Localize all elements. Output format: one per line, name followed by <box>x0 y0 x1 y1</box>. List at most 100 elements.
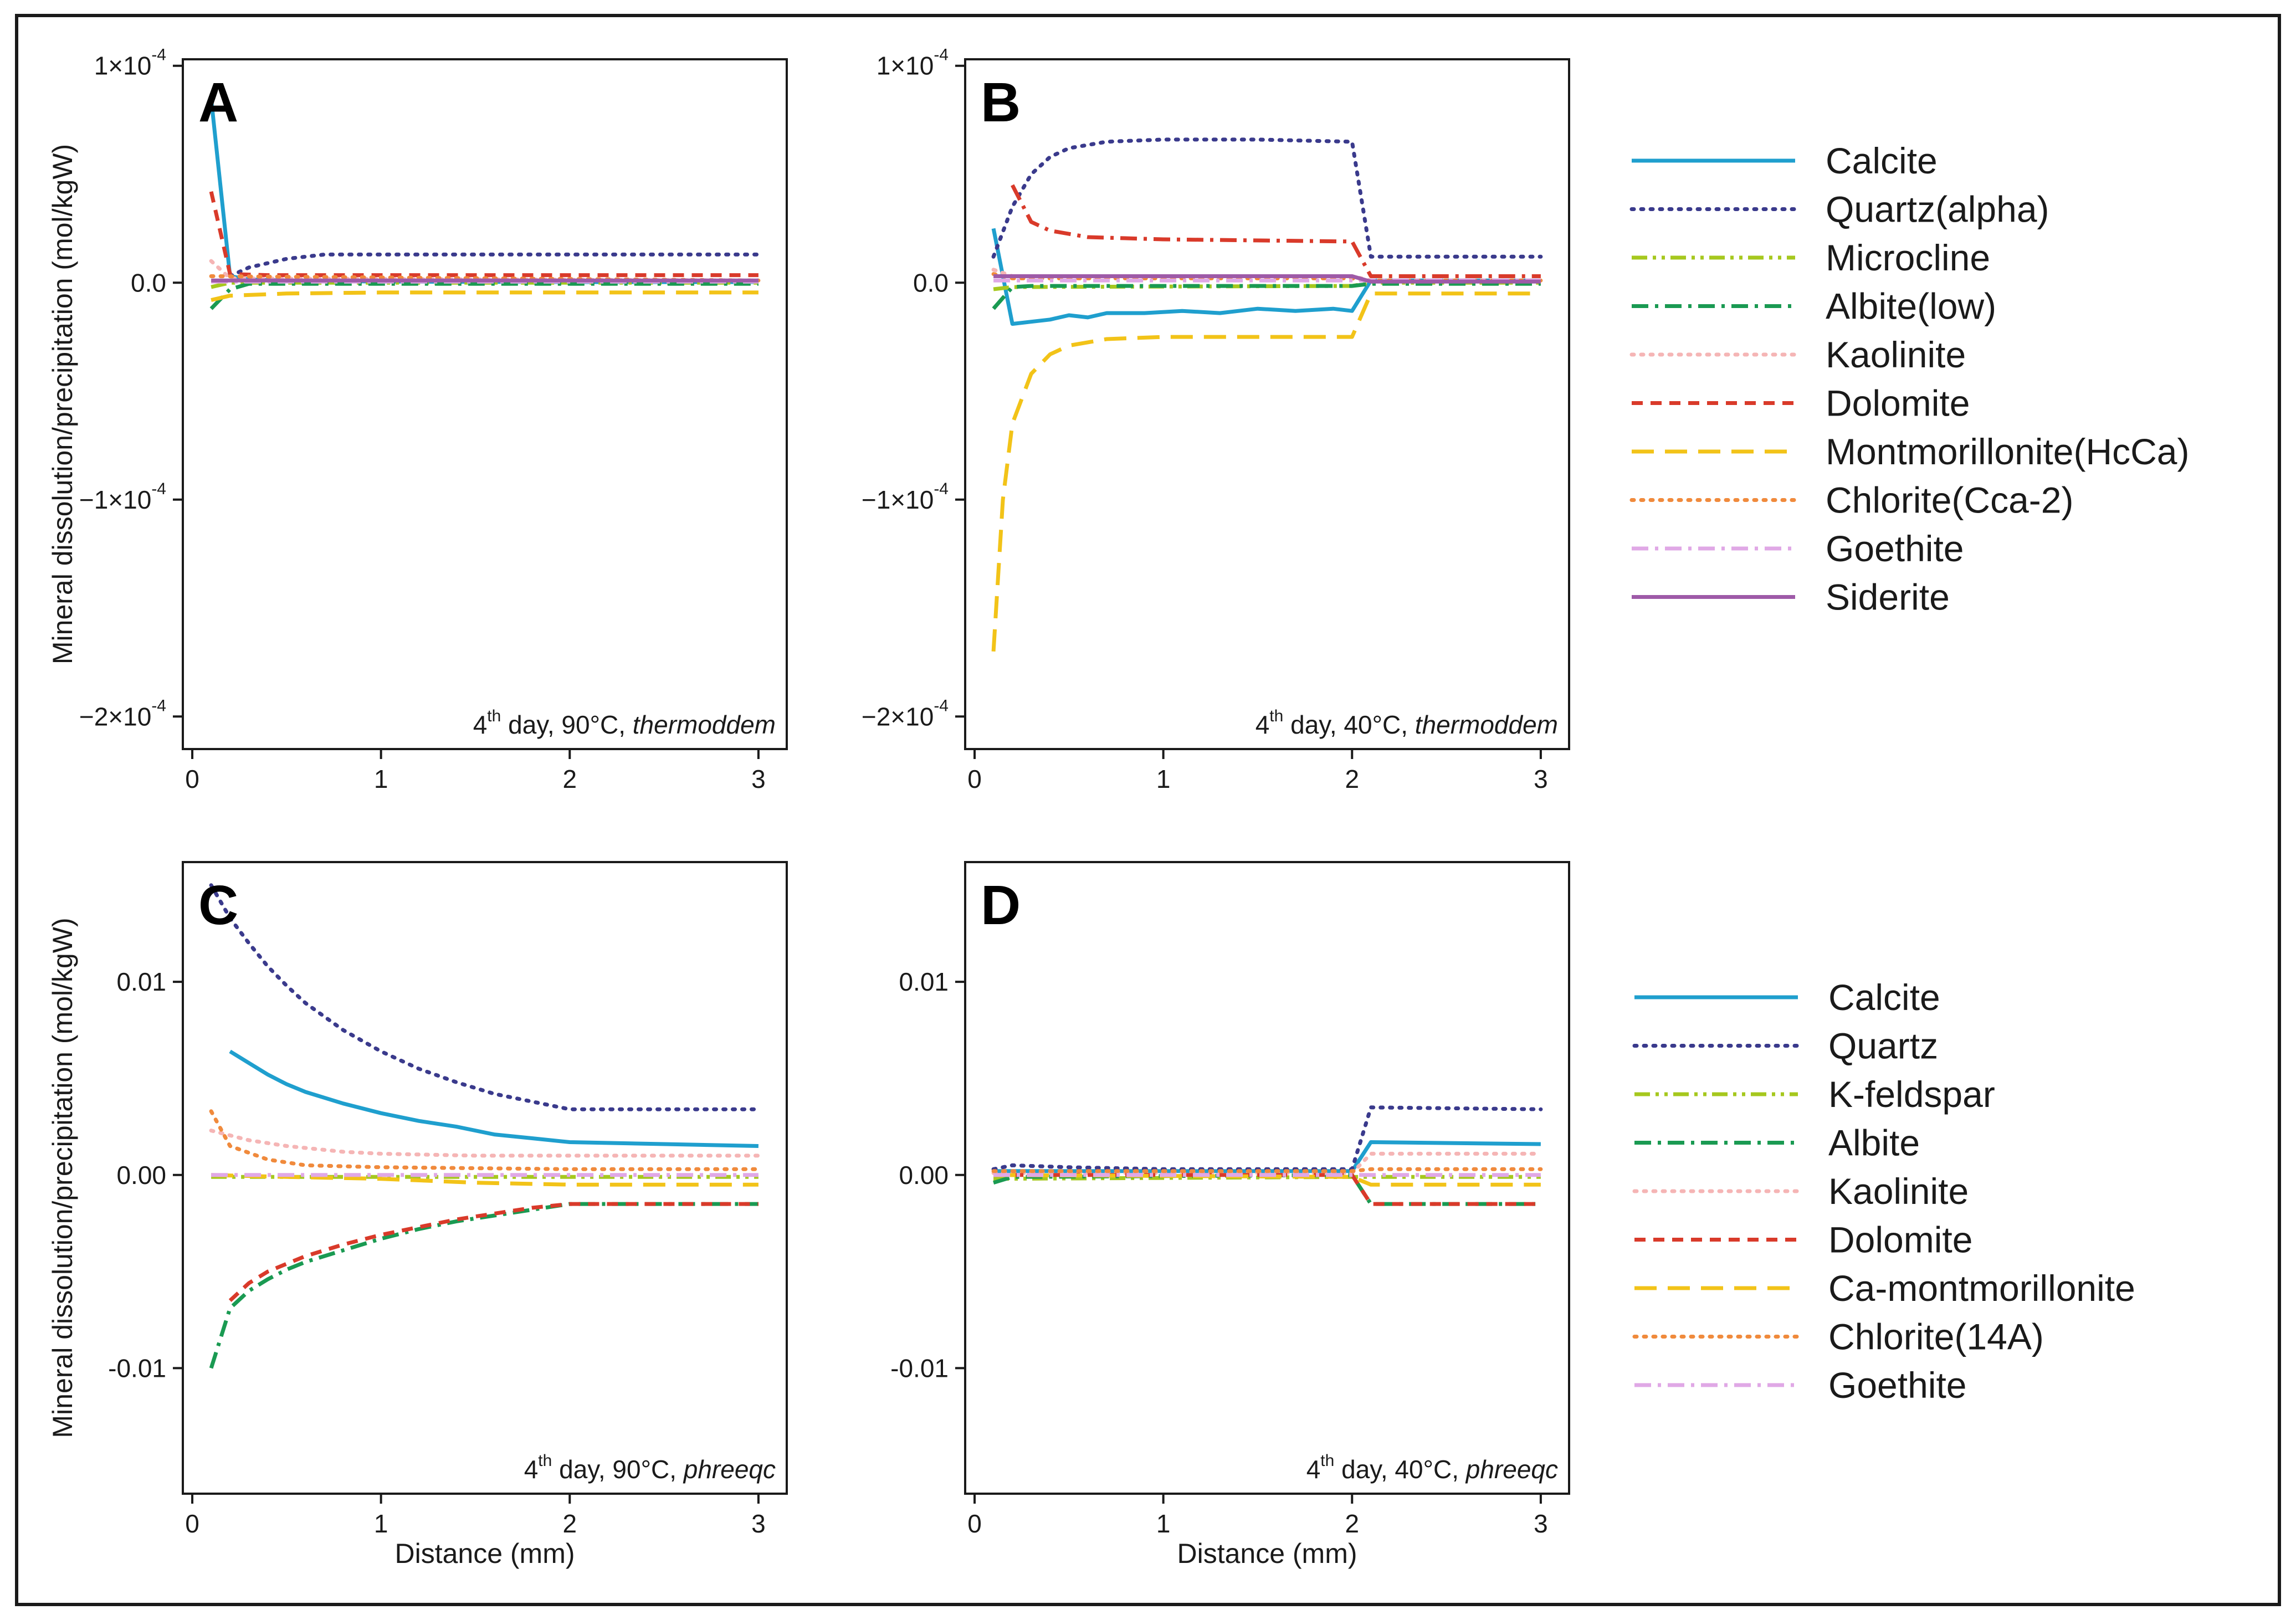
panel-annotation: 4th day, 90°C, phreeqc <box>524 1452 776 1484</box>
series-group <box>209 98 761 310</box>
x-tick-label: 0 <box>967 765 982 793</box>
y-tick-label: −2×10-4 <box>862 696 949 731</box>
x-tick-label: 1 <box>1156 1509 1171 1538</box>
legend-label: Dolomite <box>1826 383 1970 424</box>
series-line-quartz-alpha <box>991 137 1543 259</box>
legend-item-microcline: Microcline <box>1632 237 1990 278</box>
series-line-chlorite-14a <box>209 1109 761 1171</box>
panel-letter: C <box>198 874 238 936</box>
legend-label: Calcite <box>1826 140 1938 181</box>
plot-frame <box>964 861 1570 1495</box>
y-tick-label: −2×10-4 <box>79 696 166 731</box>
x-tick-label: 0 <box>185 765 199 793</box>
legend-item-dolomite: Dolomite <box>1632 383 1970 424</box>
x-tick-label: 2 <box>562 1509 577 1538</box>
x-axis-label: Distance (mm) <box>394 1538 575 1569</box>
legend-label: Quartz(alpha) <box>1826 189 2049 230</box>
legend-label: Chlorite(14A) <box>1828 1316 2044 1357</box>
legend-label: Albite <box>1828 1122 1920 1163</box>
series-line-montmorillonite-hcca <box>991 291 1541 652</box>
legends-layer: Calcite Quartz(alpha) Microcline Albite(low… <box>1629 140 2190 1406</box>
legend-label: Albite(low) <box>1826 286 1996 327</box>
series-line-calcite <box>991 228 1541 326</box>
series-line-siderite <box>993 274 1541 284</box>
legend-item-kaolinite: Kaolinite <box>1632 1171 1969 1212</box>
legend-label: K-feldspar <box>1828 1074 1995 1115</box>
legend-item-albite: Albite <box>1634 1122 1920 1163</box>
panel-c: 0 1 2 3 0.01 0.00 -0.01 C 4th day, 90°C, phreeqc… <box>47 861 788 1569</box>
y-tick-label: 1×10-4 <box>877 46 949 80</box>
y-tick-label: -0.01 <box>108 1354 166 1382</box>
legend-label: Goethite <box>1828 1365 1967 1406</box>
x-tick-label: 3 <box>751 1509 766 1538</box>
legend-item-k-feldspar: K-feldspar <box>1634 1074 1995 1115</box>
legend-label: Dolomite <box>1828 1219 1972 1260</box>
series-line-albite <box>993 1173 1541 1206</box>
series-line-montmorillonite-hcca <box>211 290 758 303</box>
series-line-calcite <box>229 1049 758 1148</box>
x-tick-label: 0 <box>185 1509 199 1538</box>
series-line-kaolinite <box>209 1129 761 1158</box>
legend-item-calcite: Calcite <box>1632 140 1938 181</box>
y-axis-label: Mineral dissolution/precipitation (mol/k… <box>47 917 78 1438</box>
legend-item-ca-montmorillonite: Ca-montmorillonite <box>1634 1268 2135 1309</box>
legend-label: Kaolinite <box>1826 334 1966 375</box>
legend-item-dolomite: Dolomite <box>1634 1219 1972 1260</box>
legend-item-chlorite-14a: Chlorite(14A) <box>1632 1316 2044 1357</box>
legend-label: Siderite <box>1826 577 1950 618</box>
series-line-albite-low <box>992 281 1541 310</box>
legend-item-goethite: Goethite <box>1632 528 1964 569</box>
legend-label: Chlorite(Cca-2) <box>1826 480 2073 521</box>
panel-annotation: 4th day, 40°C, phreeqc <box>1306 1452 1558 1484</box>
legend-top: Calcite Quartz(alpha) Microcline Albite(low… <box>1629 140 2190 618</box>
x-tick-label: 0 <box>967 1509 982 1538</box>
legend-item-siderite: Siderite <box>1632 577 1950 618</box>
legend-item-albite-low: Albite(low) <box>1632 286 1996 327</box>
plot-frame <box>182 861 788 1495</box>
legend-label: Quartz <box>1828 1026 1938 1067</box>
y-tick-label: 1×10-4 <box>94 46 166 80</box>
series-group <box>991 1105 1543 1206</box>
plot-frame <box>182 58 788 750</box>
series-line-quartz-alpha <box>228 252 761 278</box>
legend-item-chlorite-cca-2: Chlorite(Cca-2) <box>1629 480 2073 521</box>
legend-label: Microcline <box>1826 237 1990 278</box>
legend-label: Kaolinite <box>1828 1171 1969 1212</box>
x-tick-label: 1 <box>1156 765 1171 793</box>
y-tick-label: 0.01 <box>899 967 949 996</box>
y-tick-label: 0.01 <box>116 967 166 996</box>
panel-b: 0 1 2 3 1×10-4 0.0 −1×10-4 −2×10-4 B 4th day, 40°… <box>862 46 1570 793</box>
legend-item-goethite: Goethite <box>1634 1365 1967 1406</box>
y-tick-label: −1×10-4 <box>862 480 949 514</box>
panel-letter: D <box>981 874 1021 936</box>
legend-item-montmorillonite-hcca: Montmorillonite(HcCa) <box>1632 431 2190 472</box>
y-tick-label: 0.00 <box>116 1161 166 1190</box>
x-axis-label: Distance (mm) <box>1177 1538 1357 1569</box>
legend-label: Calcite <box>1828 977 1940 1018</box>
legend-label: Goethite <box>1826 528 1964 569</box>
legend-label: Montmorillonite(HcCa) <box>1826 431 2190 472</box>
x-tick-label: 1 <box>374 765 388 793</box>
figure-frame <box>15 14 2281 1606</box>
panel-annotation: 4th day, 40°C, thermoddem <box>1255 707 1558 739</box>
legend-label: Ca-montmorillonite <box>1828 1268 2135 1309</box>
y-tick-label: −1×10-4 <box>79 480 166 514</box>
x-tick-label: 2 <box>562 765 577 793</box>
series-line-quartz <box>209 883 761 1111</box>
y-tick-label: -0.01 <box>890 1354 949 1382</box>
legend-item-quartz-alpha: Quartz(alpha) <box>1629 189 2049 230</box>
series-group <box>209 883 761 1369</box>
panels-layer: 0 1 2 3 1×10-4 0.0 −1×10-4 −2×10-4 A 4th day, 90°… <box>47 46 1570 1569</box>
legend-item-calcite: Calcite <box>1634 977 1940 1018</box>
series-line-chlorite-14a <box>991 1167 1543 1173</box>
panel-a: 0 1 2 3 1×10-4 0.0 −1×10-4 −2×10-4 A 4th day, 90°… <box>47 46 788 793</box>
x-tick-label: 3 <box>1534 765 1548 793</box>
legend-item-quartz: Quartz <box>1632 1026 1938 1067</box>
series-group <box>991 137 1543 652</box>
panel-letter: A <box>198 71 238 134</box>
legend-item-kaolinite: Kaolinite <box>1629 334 1966 375</box>
plot-frame <box>964 58 1570 750</box>
y-axis-label: Mineral dissolution/precipitation (mol/k… <box>47 144 78 664</box>
